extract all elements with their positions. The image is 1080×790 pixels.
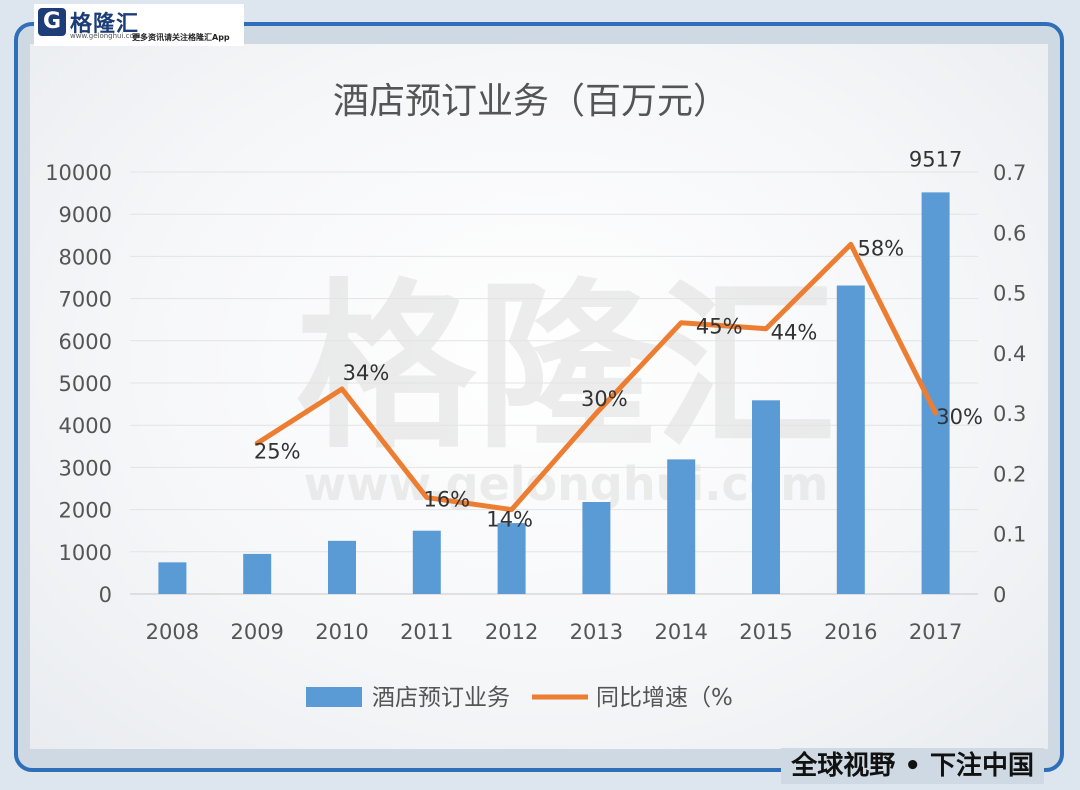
y-left-tick-label: 5000: [59, 372, 112, 396]
x-tick-label: 2012: [485, 620, 538, 644]
y-left-tick-label: 0: [99, 583, 112, 607]
line-data-label: 34%: [343, 361, 390, 385]
x-tick-label: 2015: [739, 620, 792, 644]
y-right-tick-label: 0.2: [993, 462, 1026, 486]
line-data-label: 45%: [696, 315, 743, 339]
x-tick-label: 2014: [654, 620, 707, 644]
line-data-label: 30%: [936, 405, 983, 429]
chart-title: 酒店预订业务（百万元）: [333, 81, 729, 122]
y-right-tick-label: 0.6: [993, 221, 1026, 245]
y-left-tick-label: 3000: [59, 456, 112, 480]
y-right-tick-label: 0: [993, 583, 1006, 607]
chart-panel: [30, 44, 1048, 749]
bar-data-label: 9517: [909, 147, 962, 171]
y-left-tick-label: 10000: [45, 161, 112, 185]
x-tick-label: 2008: [146, 620, 199, 644]
legend-line-label: 同比增速（%: [596, 685, 733, 711]
watermark-url: www.gelonghui.com: [304, 457, 829, 511]
y-left-tick-label: 1000: [59, 541, 112, 565]
line-series: [254, 241, 939, 513]
logo-slogan: 更多资讯请关注格隆汇App: [132, 33, 230, 42]
bar-2010: [328, 540, 356, 594]
y-right-tick-label: 0.3: [993, 402, 1026, 426]
logo-mark: G: [38, 8, 66, 36]
line-data-label: 16%: [423, 488, 470, 512]
y-left-tick-label: 2000: [59, 499, 112, 523]
logo-name: 格隆汇: [70, 12, 140, 37]
footer-slogan: 全球视野 • 下注中国: [781, 748, 1044, 784]
line-data-label: 25%: [254, 439, 301, 463]
x-tick-label: 2016: [824, 620, 877, 644]
x-tick-label: 2010: [315, 620, 368, 644]
bar-2014: [667, 459, 696, 594]
legend-bar-swatch: [306, 687, 362, 707]
bar-2012: [497, 523, 526, 594]
legend-bar-label: 酒店预订业务: [372, 685, 510, 711]
line-data-label: 58%: [857, 236, 904, 260]
logo: G 格隆汇 www.gelonghui.com 更多资讯请关注格隆汇App: [34, 4, 244, 46]
y-right-tick-label: 0.4: [993, 342, 1026, 366]
legend: 酒店预订业务 同比增速（%: [306, 685, 733, 711]
y-left-tick-label: 9000: [59, 203, 112, 227]
x-tick-label: 2009: [230, 620, 283, 644]
y-left-tick-label: 7000: [59, 288, 112, 312]
y-left-tick-label: 8000: [59, 245, 112, 269]
x-tick-label: 2013: [570, 620, 623, 644]
logo-url: www.gelonghui.com: [70, 32, 141, 40]
line-data-label: 44%: [771, 321, 818, 345]
y-left-tick-label: 6000: [59, 330, 112, 354]
bar-2015: [752, 400, 780, 594]
y-left-tick-label: 4000: [59, 414, 112, 438]
line-data-label: 30%: [581, 387, 628, 411]
bar-2009: [243, 553, 272, 594]
bar-2008: [158, 562, 187, 594]
bar-2013: [582, 502, 611, 594]
x-tick-label: 2017: [909, 620, 962, 644]
y-right-tick-label: 0.5: [993, 282, 1026, 306]
data-labels: 9517 25% 34% 16% 14% 30% 45% 44% 58% 30%: [254, 147, 983, 531]
bar-2011: [412, 530, 441, 594]
axes: 0 1000 2000 3000 4000 5000 6000 7000 8000 9000 100…: [45, 161, 1026, 644]
y-right-tick-label: 0.7: [993, 161, 1026, 185]
x-tick-label: 2011: [400, 620, 453, 644]
line-data-label: 14%: [486, 508, 533, 532]
bar-2016: [836, 285, 865, 594]
y-right-tick-label: 0.1: [993, 523, 1026, 547]
